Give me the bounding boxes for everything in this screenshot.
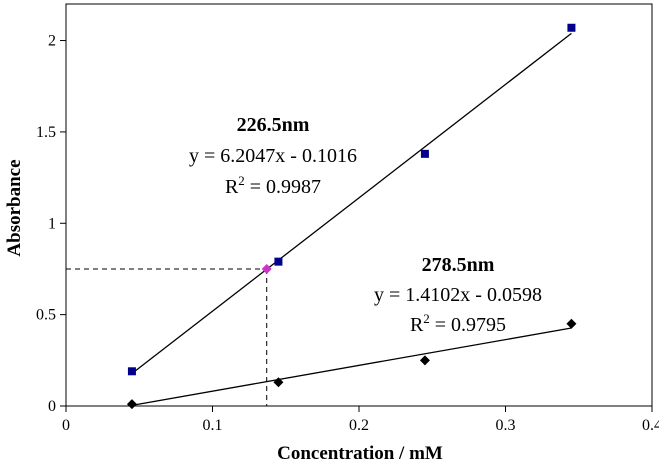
y-tick-label: 0 [48,398,56,415]
marker-series-1 [420,149,429,158]
series-2-equation: y = 1.4102x - 0.0598 [374,284,542,306]
marker-series-1 [567,23,576,32]
trendlines [131,32,572,406]
series-1-r2-superscript: 2 [238,173,245,188]
highlight-marker [261,263,272,274]
x-tick-label: 0.1 [203,417,223,434]
series-1-equation: y = 6.2047x - 0.1016 [189,145,357,167]
series-1-r2-value: = 0.9987 [245,176,321,198]
marker-series-1 [127,367,136,376]
y-axis-title: Absorbance [4,159,25,256]
plot-area [65,3,653,407]
series-1-r2: R2 = 0.9987 [225,173,321,198]
x-tick-label: 0 [62,417,70,434]
axes [60,40,653,412]
y-tick-label: 0.5 [36,307,56,324]
y-tick-label: 1 [48,215,56,232]
x-tick-label: 0.3 [496,417,516,434]
marker-series-2 [566,318,577,329]
marker-series-1 [274,257,283,266]
series-2-r2-value: = 0.9795 [430,314,506,336]
y-tick-label: 2 [48,33,56,50]
marker-series-2 [126,399,137,410]
series-2-r2: R2 = 0.9795 [410,311,506,336]
tick-labels: 0 0.1 0.2 0.3 0.4 0 0.5 1 1.5 2 [36,33,659,434]
plot-border [65,3,653,407]
trendline-series-2 [131,327,572,406]
marker-series-2 [419,355,430,366]
series-2-name-label: 278.5nm [422,254,495,276]
data-markers [126,23,577,410]
x-tick-label: 0.2 [349,417,369,434]
dashed-guide-lines [66,268,268,406]
trendline-series-1 [131,32,572,375]
series-1-name-label: 226.5nm [237,114,310,136]
marker-series-2 [273,377,284,388]
series-2-r2-prefix: R [410,314,424,336]
series-2-r2-superscript: 2 [423,311,430,326]
series-1-r2-prefix: R [225,176,239,198]
x-axis-title: Concentration / mM [277,443,443,464]
y-tick-label: 1.5 [36,124,56,141]
x-tick-label: 0.4 [642,417,659,434]
